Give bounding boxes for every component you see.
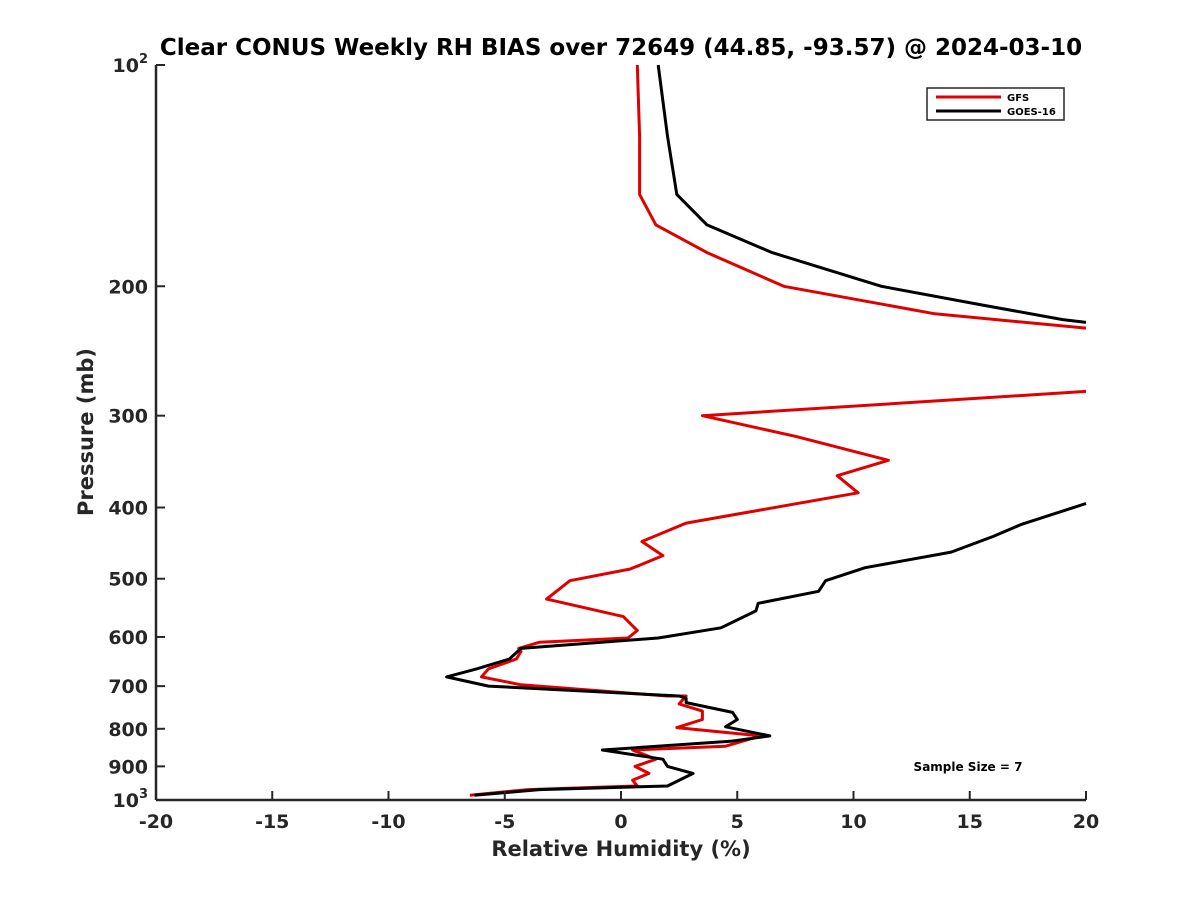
x-tick-label: 5 [731,811,744,833]
x-tick-label: -5 [494,811,515,833]
y-tick-label: 200 [108,276,148,298]
x-tick-label: -10 [371,811,405,833]
x-tick-label: 15 [957,811,983,833]
y-tick-label: 500 [108,569,148,591]
plot-area [154,65,1086,802]
x-tick-label: 10 [840,811,866,833]
chart-title: Clear CONUS Weekly RH BIAS over 72649 (4… [160,35,1082,61]
x-ticks: -20 -15 -10 -5 0 5 10 15 20 [139,791,1099,833]
series-layer [445,64,1087,797]
series-line-goes16-segment-1 [445,502,1087,797]
series-line-gfs-segment-0 [635,64,1087,330]
y-tick-label: 700 [108,676,148,698]
y-tick-label: 900 [108,756,148,778]
y-ticks: 102 200 300 400 500 600 700 800 900 103 [108,52,165,812]
y-tick-label: 103 [113,787,149,812]
legend-label-gfs: GFS [1007,93,1029,104]
y-tick-label: 600 [108,627,148,649]
y-tick-label: 400 [108,498,148,520]
sample-size-annotation: Sample Size = 7 [914,760,1023,774]
x-axis-label: Relative Humidity (%) [491,837,750,861]
x-tick-label: 20 [1073,811,1099,833]
x-tick-label: -15 [255,811,289,833]
y-tick-label: 102 [113,52,149,77]
legend-label-goes16: GOES-16 [1007,107,1056,118]
legend-box [926,87,1065,121]
series-line-gfs-segment-1 [469,389,1087,797]
x-tick-label: 0 [614,811,627,833]
y-tick-label: 300 [108,406,148,428]
y-tick-label: 800 [108,719,148,741]
series-line-goes16-segment-0 [656,64,1087,324]
x-tick-label: -20 [139,811,173,833]
y-axis-label: Pressure (mb) [74,348,98,516]
legend: GFS GOES-16 [926,87,1065,121]
